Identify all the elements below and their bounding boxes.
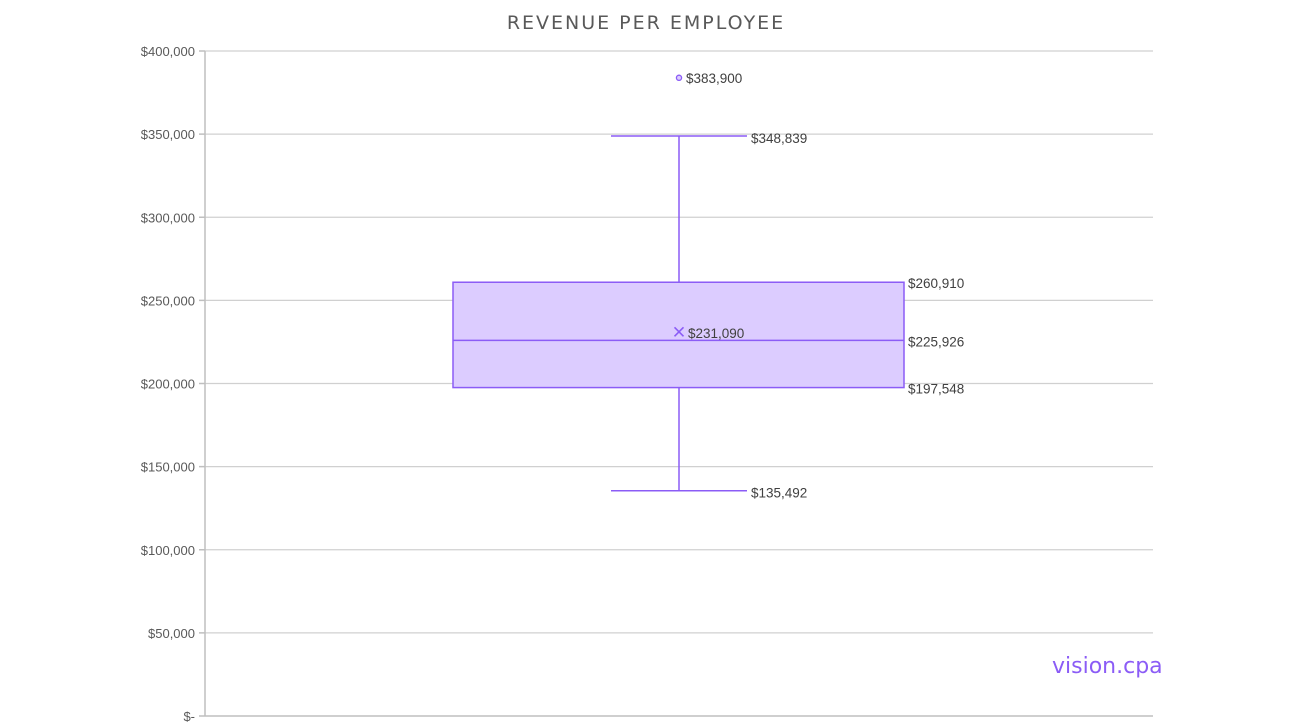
y-tick-label: $250,000 xyxy=(141,293,195,308)
y-tick-label: $200,000 xyxy=(141,377,195,392)
data-labels: $383,900 $348,839 $135,492 $260,910 $225,926… xyxy=(686,71,964,501)
min-label: $135,492 xyxy=(751,486,807,501)
q3-label: $260,910 xyxy=(908,276,964,291)
y-tick-label: $50,000 xyxy=(148,626,195,641)
y-tick-label: $350,000 xyxy=(141,127,195,142)
outlier-point xyxy=(675,74,683,82)
outlier-label: $383,900 xyxy=(686,71,742,86)
q1-label: $197,548 xyxy=(908,382,964,397)
y-tick-label: $- xyxy=(183,709,195,724)
y-tick-label: $100,000 xyxy=(141,543,195,558)
y-tick-label: $150,000 xyxy=(141,460,195,475)
mean-marker-stroke xyxy=(673,326,685,337)
interquartile-box xyxy=(452,281,905,389)
watermark-logo: vision.cpa xyxy=(1052,654,1163,679)
max-label: $348,839 xyxy=(751,131,807,146)
mean-marker xyxy=(673,326,685,337)
y-tick-label: $300,000 xyxy=(141,210,195,225)
median-label: $225,926 xyxy=(908,334,964,349)
y-tick-label: $400,000 xyxy=(141,44,195,59)
mean-label: $231,090 xyxy=(688,326,744,341)
box-marks xyxy=(452,74,905,492)
chart-title: REVENUE PER EMPLOYEE xyxy=(507,12,785,34)
y-axis-ticks: $- $50,000 $100,000 $150,000 $200,000 $250,00… xyxy=(141,44,195,724)
